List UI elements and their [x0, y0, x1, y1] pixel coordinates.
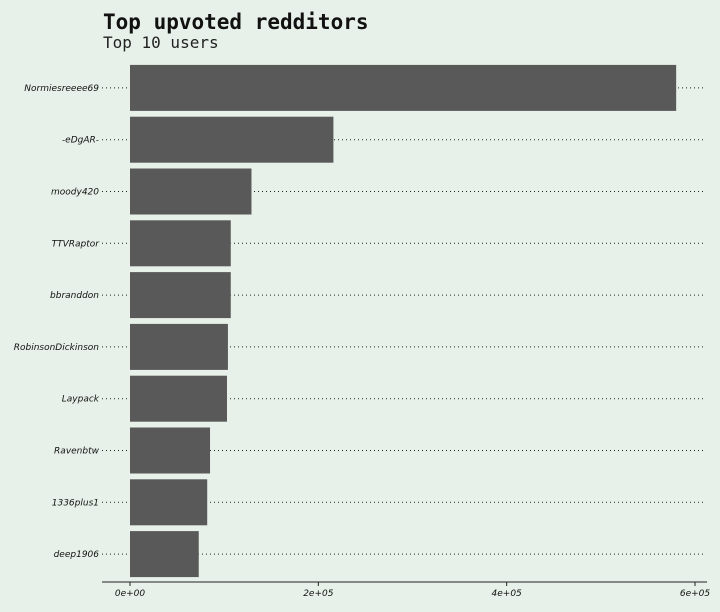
- x-tick-label: 6e+05: [680, 589, 711, 599]
- bar-1: [130, 116, 334, 163]
- category-label: 1336plus1: [52, 498, 99, 508]
- category-label: Ravenbtw: [54, 447, 100, 457]
- category-label: TTVRaptor: [52, 239, 101, 249]
- bar-7: [130, 427, 211, 474]
- bar-6: [130, 375, 227, 422]
- category-label: Normiesreeee69: [24, 84, 99, 94]
- category-label: Laypack: [62, 395, 100, 405]
- chart-title: Top upvoted redditors: [103, 10, 369, 34]
- x-tick-label: 0e+00: [115, 589, 146, 599]
- category-label: -eDgAR-: [62, 136, 99, 146]
- category-label: bbranddon: [50, 291, 99, 301]
- bar-4: [130, 272, 231, 319]
- category-label: RobinsonDickinson: [14, 343, 100, 353]
- chart-subtitle: Top 10 users: [103, 33, 219, 52]
- bar-8: [130, 479, 208, 526]
- bar-5: [130, 323, 228, 370]
- bar-0: [130, 64, 677, 111]
- category-label: deep1906: [54, 550, 100, 560]
- bar-2: [130, 168, 252, 215]
- bar-3: [130, 220, 231, 267]
- category-label: moody420: [51, 188, 99, 198]
- x-tick-label: 2e+05: [303, 589, 334, 599]
- bar-9: [130, 531, 199, 578]
- x-tick-label: 4e+05: [492, 589, 523, 599]
